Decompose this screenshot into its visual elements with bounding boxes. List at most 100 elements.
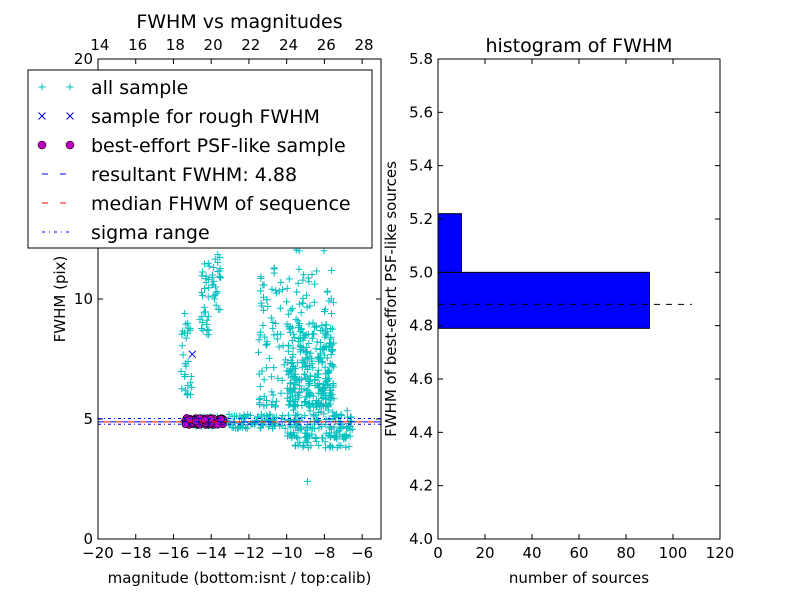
x-tick-label: 60 — [569, 544, 588, 562]
all-sample-point — [265, 354, 273, 362]
all-sample-point — [204, 312, 212, 320]
all-sample-point — [302, 362, 310, 370]
y-tick-label: 5.8 — [409, 50, 433, 68]
psf-sample-point — [185, 415, 194, 424]
all-sample-point — [315, 355, 323, 363]
all-sample-point — [287, 306, 295, 314]
y-tick-label: 4.4 — [409, 423, 433, 441]
all-sample-point — [294, 410, 302, 418]
all-sample-point — [277, 278, 285, 286]
all-sample-point — [269, 324, 277, 332]
all-sample-point — [211, 295, 219, 303]
all-sample-point — [291, 396, 299, 404]
all-sample-point — [279, 286, 287, 294]
scatter-legend: all sample sample for rough FWHM best-ef… — [27, 69, 373, 249]
x-tick-label: 40 — [522, 544, 541, 562]
all-sample-point — [286, 328, 294, 336]
all-sample-point — [213, 287, 221, 295]
all-sample-point — [294, 434, 302, 442]
all-sample-point — [210, 264, 218, 272]
y-tick-label: 5.2 — [409, 210, 433, 228]
all-sample-point — [285, 275, 293, 283]
all-sample-point — [302, 437, 310, 445]
all-sample-point — [307, 390, 315, 398]
all-sample-point — [285, 401, 293, 409]
all-sample-point — [242, 424, 250, 432]
all-sample-point — [312, 397, 320, 405]
all-sample-point — [201, 284, 209, 292]
all-sample-point — [302, 374, 310, 382]
x-tick-label: −16 — [158, 544, 190, 562]
top-x-tick-label: 20 — [204, 36, 223, 54]
all-sample-point — [326, 389, 334, 397]
all-sample-point — [293, 433, 301, 441]
all-sample-point — [300, 442, 308, 450]
all-sample-point — [242, 413, 250, 421]
all-sample-point — [187, 379, 195, 387]
all-sample-point — [204, 259, 212, 267]
legend-label-psf-sample: best-effort PSF-like sample — [91, 135, 346, 157]
all-sample-point — [333, 435, 341, 443]
all-sample-point — [256, 328, 264, 336]
histogram-title: histogram of FWHM — [485, 35, 672, 57]
all-sample-point — [264, 303, 272, 311]
all-sample-point — [303, 303, 311, 311]
all-sample-point — [301, 412, 309, 420]
all-sample-point — [293, 288, 301, 296]
all-sample-point — [312, 323, 320, 331]
all-sample-point — [205, 262, 213, 270]
all-sample-point — [346, 413, 354, 421]
all-sample-point — [303, 477, 311, 485]
all-sample-point — [259, 321, 267, 329]
y-tick-label: 20 — [74, 50, 93, 68]
all-sample-point — [300, 370, 308, 378]
all-sample-point — [294, 337, 302, 345]
all-sample-point — [281, 424, 289, 432]
all-sample-point — [317, 338, 325, 346]
all-sample-point — [289, 350, 297, 358]
all-sample-point — [182, 362, 190, 370]
all-sample-point — [322, 321, 330, 329]
all-sample-point — [300, 271, 308, 279]
all-sample-point — [329, 346, 337, 354]
all-sample-point — [302, 354, 310, 362]
legend-label-median-fwhm: median FHWM of sequence — [91, 193, 351, 215]
all-sample-point — [260, 402, 268, 410]
legend-label-rough-sample: sample for rough FWHM — [91, 106, 320, 128]
x-tick-label: −18 — [120, 544, 152, 562]
all-sample-point — [295, 300, 303, 308]
all-sample-point — [214, 259, 222, 267]
all-sample-point — [270, 269, 278, 277]
all-sample-point — [319, 385, 327, 393]
all-sample-point — [303, 348, 311, 356]
all-sample-point — [315, 424, 323, 432]
legend-label-all-sample: all sample — [91, 77, 188, 99]
all-sample-point — [321, 308, 329, 316]
all-sample-point — [294, 426, 302, 434]
legend-label-resultant-fwhm: resultant FWHM: 4.88 — [91, 164, 297, 186]
all-sample-point — [324, 431, 332, 439]
all-sample-point — [188, 383, 196, 391]
all-sample-point — [277, 389, 285, 397]
all-sample-point — [208, 273, 216, 281]
all-sample-point — [181, 372, 189, 380]
all-sample-point — [296, 439, 304, 447]
all-sample-point — [322, 375, 330, 383]
x-tick-label: 20 — [475, 544, 494, 562]
all-sample-point — [323, 287, 331, 295]
all-sample-point — [283, 384, 291, 392]
all-sample-point — [300, 397, 308, 405]
all-sample-point — [277, 330, 285, 338]
all-sample-point — [319, 434, 327, 442]
all-sample-point — [311, 280, 319, 288]
all-sample-point — [325, 369, 333, 377]
all-sample-point — [315, 441, 323, 449]
all-sample-point — [323, 378, 331, 386]
all-sample-point — [305, 340, 313, 348]
all-sample-point — [276, 304, 284, 312]
all-sample-point — [322, 329, 330, 337]
all-sample-point — [270, 331, 278, 339]
all-sample-point — [257, 287, 265, 295]
all-sample-point — [182, 320, 190, 328]
all-sample-point — [272, 397, 280, 405]
